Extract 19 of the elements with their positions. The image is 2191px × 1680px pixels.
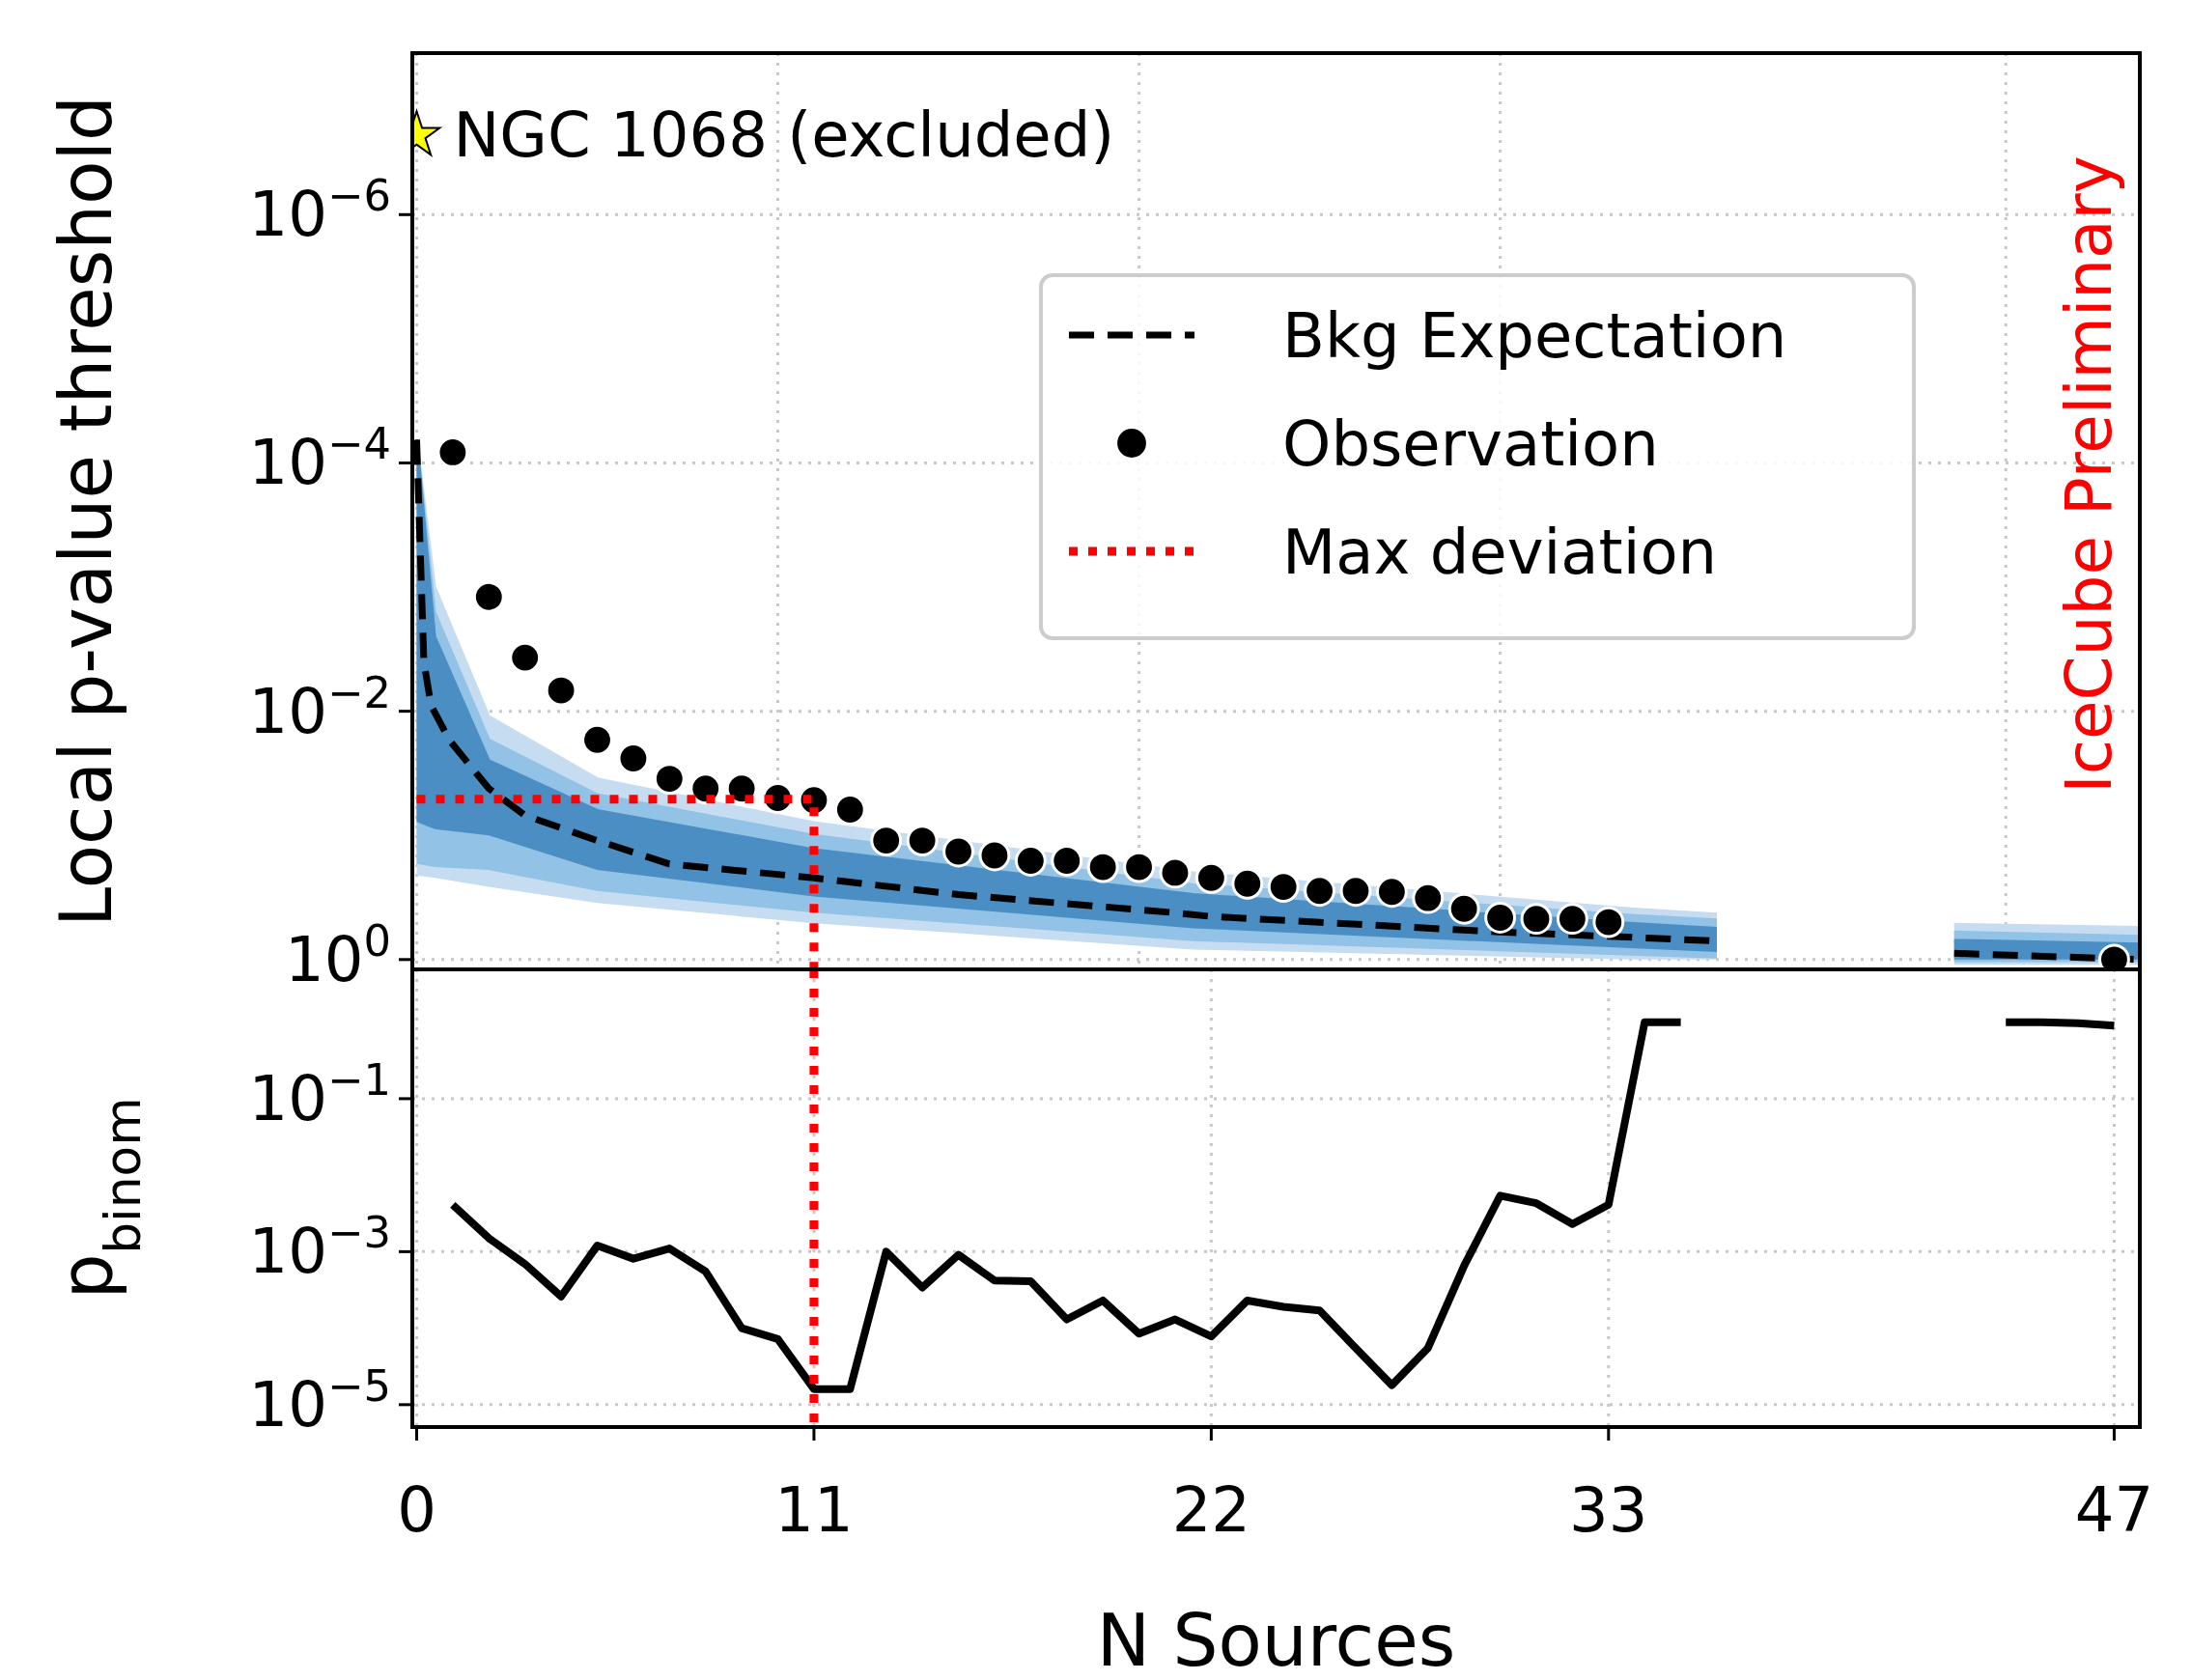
x-tick-label: 22: [1171, 1474, 1251, 1546]
y-tick-label: 10$^{−5}$: [248, 1359, 391, 1441]
legend-label: Observation: [1282, 408, 1659, 480]
legend-label: Max deviation: [1282, 517, 1718, 588]
y-tick-label: 10$^{−1}$: [248, 1053, 391, 1134]
x-tick-label: 33: [1569, 1474, 1648, 1546]
y-axis-title: Local p-value threshold: [44, 95, 127, 928]
annotation: NGC 1068 (excluded): [453, 99, 1115, 172]
y-tick-label: 10$^{−4}$: [248, 417, 391, 499]
x-tick-label: 47: [2074, 1474, 2154, 1546]
x-tick-label: 0: [397, 1474, 436, 1546]
legend-label: Bkg Expectation: [1282, 300, 1787, 372]
y-tick-label: 10$^{−6}$: [248, 169, 391, 251]
annotation: IceCube Preliminary: [2052, 155, 2126, 794]
y-tick-label: 10$^{−3}$: [248, 1206, 391, 1288]
x-tick-label: 11: [774, 1474, 854, 1546]
y-tick-label: 10$^{0}$: [285, 914, 391, 995]
y-tick-label: 10$^{−2}$: [248, 666, 391, 747]
x-axis-title: N Sources: [1096, 1599, 1456, 1680]
